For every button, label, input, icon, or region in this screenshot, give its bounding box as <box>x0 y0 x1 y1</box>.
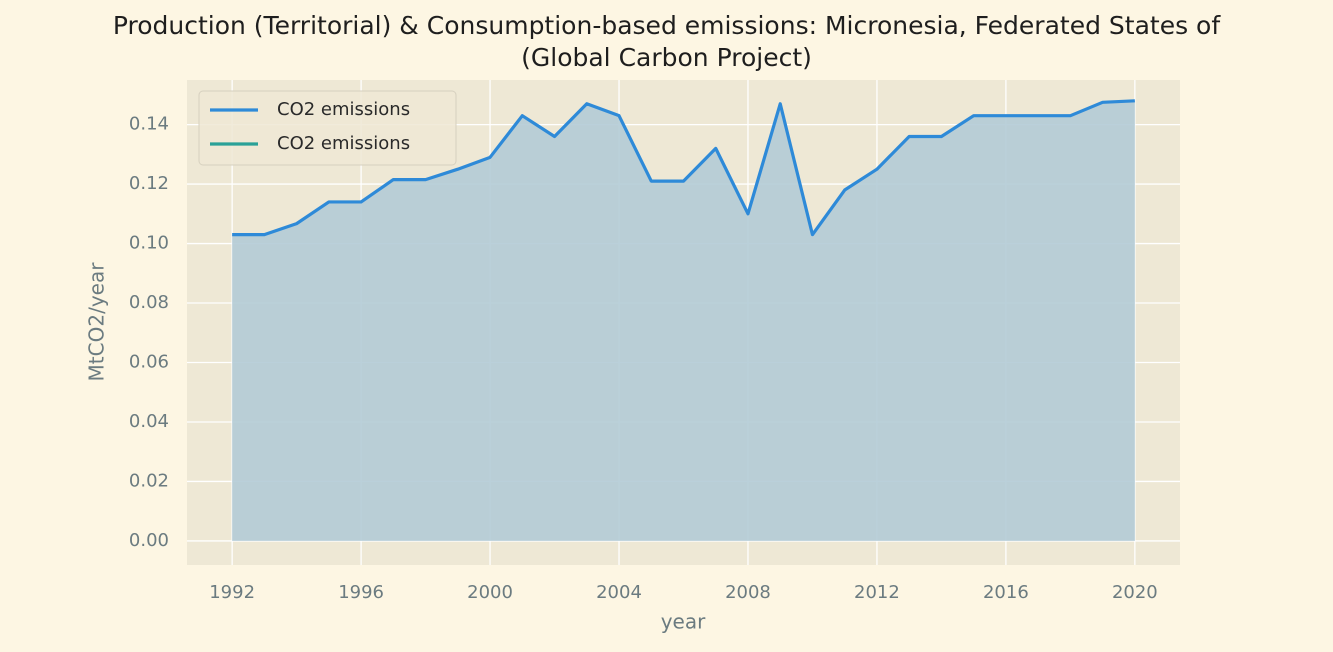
legend-label: CO2 emissions <box>277 99 410 120</box>
x-tick-label: 2000 <box>467 582 513 603</box>
x-axis-label: year <box>661 610 706 634</box>
x-tick-label: 2008 <box>725 582 771 603</box>
legend-box <box>198 90 457 166</box>
legend-label: CO2 emissions <box>277 133 410 154</box>
x-tick-label: 1992 <box>209 582 255 603</box>
y-tick-label: 0.12 <box>129 173 169 194</box>
y-tick-label: 0.02 <box>129 470 169 491</box>
line <box>232 99 1135 237</box>
x-tick-label: 2016 <box>983 582 1029 603</box>
y-tick-label: 0.08 <box>129 292 169 313</box>
y-tick-label: 0.14 <box>129 114 169 135</box>
x-tick-label: 2004 <box>596 582 642 603</box>
y-axis-label: MtCO2/year <box>85 262 109 382</box>
legend: CO2 emissions CO2 emissions <box>198 90 457 166</box>
y-tick-label: 0.04 <box>129 411 169 432</box>
y-tick-label: 0.10 <box>129 233 169 254</box>
x-tick-label: 2012 <box>854 582 900 603</box>
x-tick-label: 1996 <box>338 582 384 603</box>
area <box>232 100 1135 541</box>
y-tick-label: 0.06 <box>129 351 169 372</box>
x-tick-label: 2020 <box>1112 582 1158 603</box>
y-tick-label: 0.00 <box>129 530 169 551</box>
chart-title: Production (Territorial) & Consumption-b… <box>112 11 1221 72</box>
